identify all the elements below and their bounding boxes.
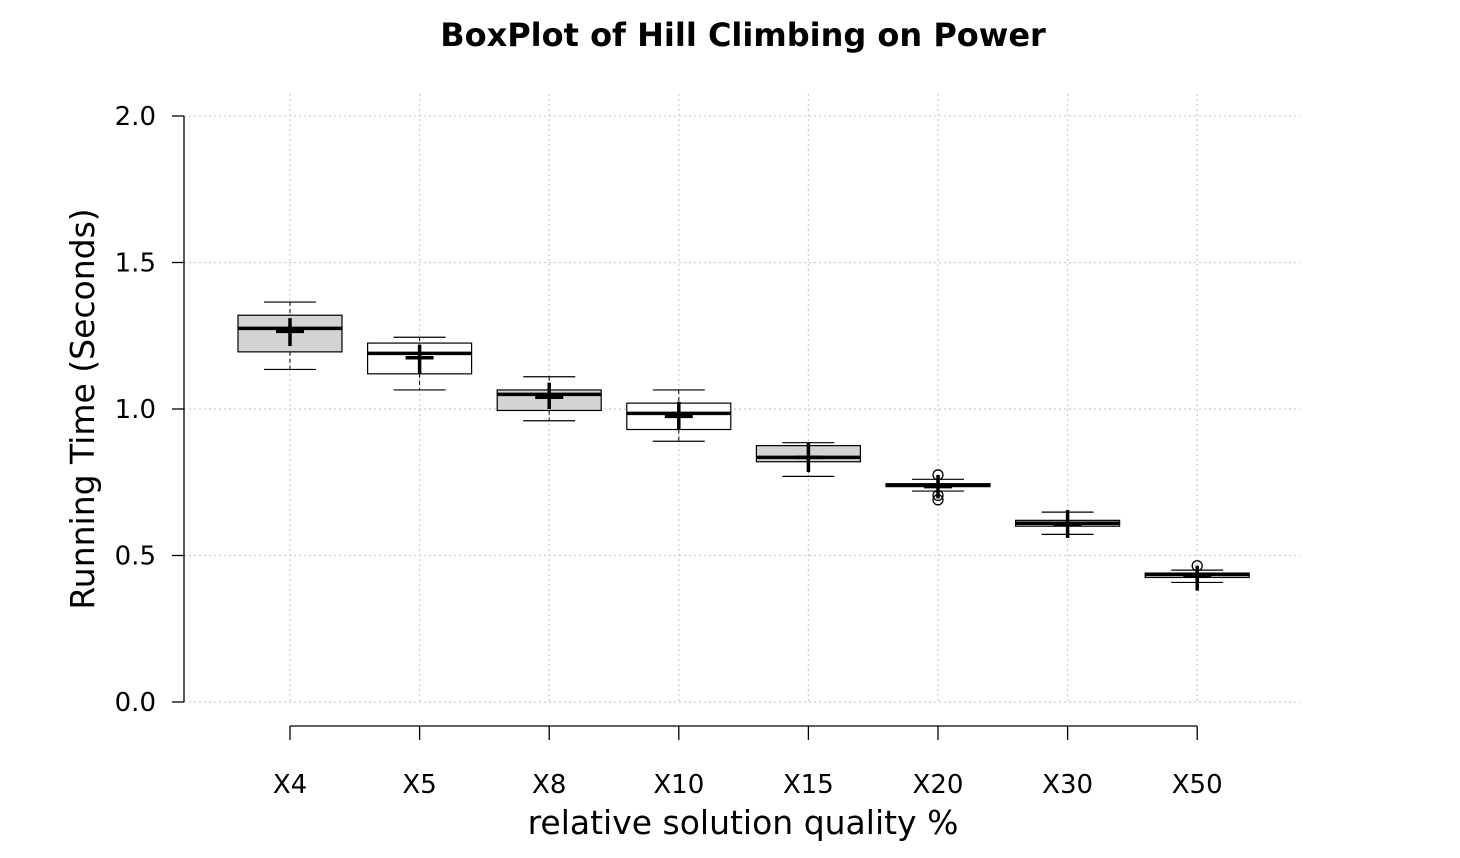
- x-tick-label-x8: X8: [532, 770, 566, 800]
- y-tick-label: 0.0: [115, 688, 156, 718]
- x-tick-label-x10: X10: [653, 770, 704, 800]
- box-x5: [368, 337, 472, 390]
- chart-title: BoxPlot of Hill Climbing on Power: [440, 16, 1046, 54]
- x-tick-label-x50: X50: [1172, 770, 1223, 800]
- box-x8: [497, 377, 601, 421]
- box-x30: [1016, 510, 1120, 538]
- x-tick-label-x20: X20: [913, 770, 964, 800]
- grid-lines: [184, 94, 1300, 702]
- y-axis: 0.0 0.5 1.0 1.5 2.0: [115, 102, 184, 718]
- box-x15: [756, 443, 860, 477]
- x-tick-label-x30: X30: [1042, 770, 1093, 800]
- x-tick-label-x15: X15: [783, 770, 834, 800]
- y-tick-label: 1.0: [115, 395, 156, 425]
- y-tick-label: 2.0: [115, 102, 156, 132]
- y-tick-label: 1.5: [115, 249, 156, 279]
- x-axis: X4 X5 X8 X10 X15 X20 X30 X50: [273, 726, 1223, 800]
- y-tick-label: 0.5: [115, 542, 156, 572]
- box-x10: [627, 390, 731, 441]
- x-axis-label: relative solution quality %: [528, 803, 959, 842]
- box-x4: [238, 302, 342, 369]
- box-series: [238, 302, 1249, 591]
- y-axis-label: Running Time (Seconds): [63, 208, 102, 609]
- x-tick-label-x5: X5: [402, 770, 436, 800]
- x-tick-label-x4: X4: [273, 770, 307, 800]
